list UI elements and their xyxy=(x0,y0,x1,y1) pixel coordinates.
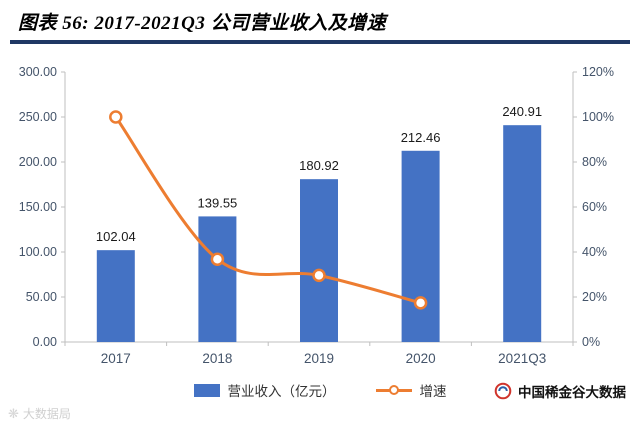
svg-text:150.00: 150.00 xyxy=(19,200,57,214)
revenue-swatch xyxy=(193,383,220,397)
brand-logo-icon xyxy=(494,382,512,400)
bar-value-label: 102.04 xyxy=(96,229,136,244)
growth-swatch-dot xyxy=(388,385,399,395)
growth-swatch xyxy=(375,385,412,395)
svg-text:2021Q3: 2021Q3 xyxy=(498,351,546,366)
bar-2020 xyxy=(401,150,440,342)
svg-text:40%: 40% xyxy=(582,245,607,259)
svg-text:2020: 2020 xyxy=(406,351,436,366)
svg-text:2017: 2017 xyxy=(101,351,131,366)
bar-2021Q3 xyxy=(503,125,542,342)
svg-text:100.00: 100.00 xyxy=(19,245,57,259)
svg-text:100%: 100% xyxy=(582,110,614,124)
svg-text:0%: 0% xyxy=(582,335,600,349)
svg-text:200.00: 200.00 xyxy=(19,155,57,169)
bar-value-label: 139.55 xyxy=(198,195,238,210)
legend-growth-label: 增速 xyxy=(419,384,447,399)
svg-text:250.00: 250.00 xyxy=(19,110,57,124)
bar-2018 xyxy=(198,216,237,342)
title-rule xyxy=(10,40,630,44)
legend-revenue-label: 营业收入（亿元） xyxy=(227,384,336,399)
watermark-text: 大数据局 xyxy=(22,407,71,421)
svg-text:50.00: 50.00 xyxy=(26,290,57,304)
bar-value-label: 212.46 xyxy=(401,130,441,145)
x-axis-labels: 2017 2018 2019 2020 2021Q3 xyxy=(101,351,546,366)
bar-2017 xyxy=(96,250,135,342)
revenue-growth-chart: 0.0050.00100.00150.00200.00250.00300.000… xyxy=(19,65,614,366)
brand-name: 中国稀金谷大数据 xyxy=(518,385,626,400)
svg-text:0.00: 0.00 xyxy=(33,335,57,349)
growth-marker xyxy=(210,252,225,266)
bar-value-label: 240.91 xyxy=(502,104,542,119)
legend-item-growth: 增速 xyxy=(375,380,447,400)
watermark: ❋ 大数据局 xyxy=(8,405,71,422)
svg-text:2019: 2019 xyxy=(304,351,334,366)
svg-text:2018: 2018 xyxy=(202,351,232,366)
svg-text:300.00: 300.00 xyxy=(19,65,57,79)
watermark-icon: ❋ xyxy=(8,405,19,421)
revenue-bars: 102.04 139.55 180.92 212.46 240.91 xyxy=(96,104,542,342)
growth-marker xyxy=(312,268,326,283)
brand-footer: 中国稀金谷大数据 xyxy=(494,381,626,401)
bar-2019 xyxy=(300,179,338,342)
svg-text:80%: 80% xyxy=(582,155,607,169)
right-axis-labels: 0% 20% 40% 60% 80% 100% 120% xyxy=(582,65,614,349)
page-title: 图表 56: 2017-2021Q3 公司营业收入及增速 xyxy=(18,13,387,34)
growth-marker xyxy=(413,296,428,310)
left-axis-labels: 0.00 50.00 100.00 150.00 200.00 250.00 300.00 xyxy=(19,65,57,349)
growth-marker xyxy=(109,110,123,124)
bar-value-label: 180.92 xyxy=(299,158,339,173)
legend: 营业收入（亿元） 增速 xyxy=(0,380,640,400)
growth-line xyxy=(114,116,421,305)
svg-text:20%: 20% xyxy=(582,290,607,304)
legend-item-revenue: 营业收入（亿元） xyxy=(193,380,336,400)
svg-text:120%: 120% xyxy=(582,65,614,79)
svg-text:60%: 60% xyxy=(582,200,607,214)
